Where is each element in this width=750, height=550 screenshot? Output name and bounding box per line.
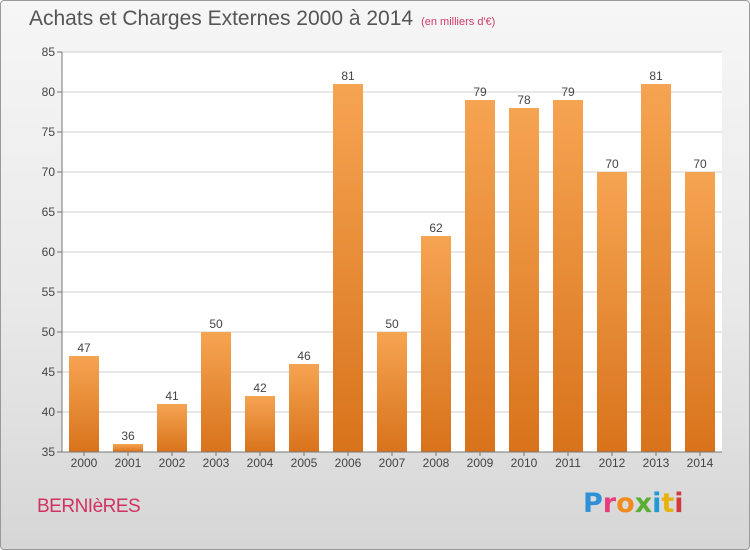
logo-letter: t	[661, 488, 675, 519]
x-tick-label: 2011	[555, 456, 581, 470]
y-tick-label: 35	[42, 445, 56, 459]
bar	[113, 444, 143, 452]
data-label: 81	[649, 69, 663, 83]
data-label: 46	[297, 349, 311, 363]
logo-letter: x	[634, 488, 653, 519]
bar	[509, 108, 539, 452]
x-tick-label: 2008	[423, 456, 450, 470]
y-tick-label: 65	[42, 205, 56, 219]
data-label: 47	[77, 341, 91, 355]
y-tick-label: 40	[42, 405, 56, 419]
x-tick-label: 2003	[203, 456, 230, 470]
y-tick-label: 85	[42, 45, 56, 59]
bar	[69, 356, 99, 452]
bar	[641, 84, 671, 452]
data-label: 78	[517, 93, 531, 107]
logo-letter: o	[616, 488, 635, 519]
data-label: 62	[429, 221, 443, 235]
y-tick-label: 80	[42, 85, 56, 99]
data-label: 79	[561, 85, 575, 99]
axes: 35 40 45 50 55 60 65 70 75 80 85 2000 2001 2002 2003 20…	[42, 45, 722, 470]
x-tick-label: 2012	[599, 456, 626, 470]
data-label: 79	[473, 85, 487, 99]
data-label: 70	[605, 157, 619, 171]
y-tick-label: 60	[42, 245, 56, 259]
x-tick-label: 2001	[115, 456, 142, 470]
chart-title-text: Achats et Charges Externes 2000 à 2014	[29, 7, 414, 30]
y-tick-label: 70	[42, 165, 56, 179]
bar	[421, 236, 451, 452]
x-tick-label: 2014	[687, 456, 714, 470]
data-labels: 47 36 41 50 42 46 81 50 62 79 78 79 70 81 70	[77, 69, 707, 443]
x-tick-label: 2000	[71, 456, 98, 470]
proxiti-logo: Proxiti	[583, 488, 684, 519]
x-tick-label: 2007	[379, 456, 406, 470]
x-tick-label: 2005	[291, 456, 318, 470]
x-tick-label: 2013	[643, 456, 670, 470]
x-tick-label: 2002	[159, 456, 186, 470]
y-tick-label: 55	[42, 285, 56, 299]
bar	[157, 404, 187, 452]
bar	[465, 100, 495, 452]
y-tick-label: 45	[42, 365, 56, 379]
bar	[333, 84, 363, 452]
bars	[69, 84, 715, 452]
x-tick-label: 2010	[511, 456, 538, 470]
logo-letter: i	[674, 488, 684, 519]
data-label: 50	[385, 317, 399, 331]
logo-letter: r	[602, 488, 617, 519]
data-label: 41	[165, 389, 179, 403]
data-label: 36	[121, 429, 135, 443]
x-tick-label: 2006	[335, 456, 362, 470]
x-tick-label: 2004	[247, 456, 274, 470]
bar	[377, 332, 407, 452]
data-label: 50	[209, 317, 223, 331]
y-tick-label: 75	[42, 125, 56, 139]
bar	[245, 396, 275, 452]
y-tick-label: 50	[42, 325, 56, 339]
bar	[685, 172, 715, 452]
place-name: BERNIèRES	[37, 496, 141, 517]
data-label: 42	[253, 381, 267, 395]
logo-letter: i	[652, 488, 662, 519]
chart-subtitle: (en milliers d'€)	[421, 16, 496, 28]
bar	[553, 100, 583, 452]
data-label: 70	[693, 157, 707, 171]
bar	[597, 172, 627, 452]
data-label: 81	[341, 69, 355, 83]
x-tick-label: 2009	[467, 456, 494, 470]
logo-letter: P	[583, 488, 603, 519]
bar	[289, 364, 319, 452]
chart-title: Achats et Charges Externes 2000 à 2014 (e…	[29, 7, 495, 31]
bar	[201, 332, 231, 452]
